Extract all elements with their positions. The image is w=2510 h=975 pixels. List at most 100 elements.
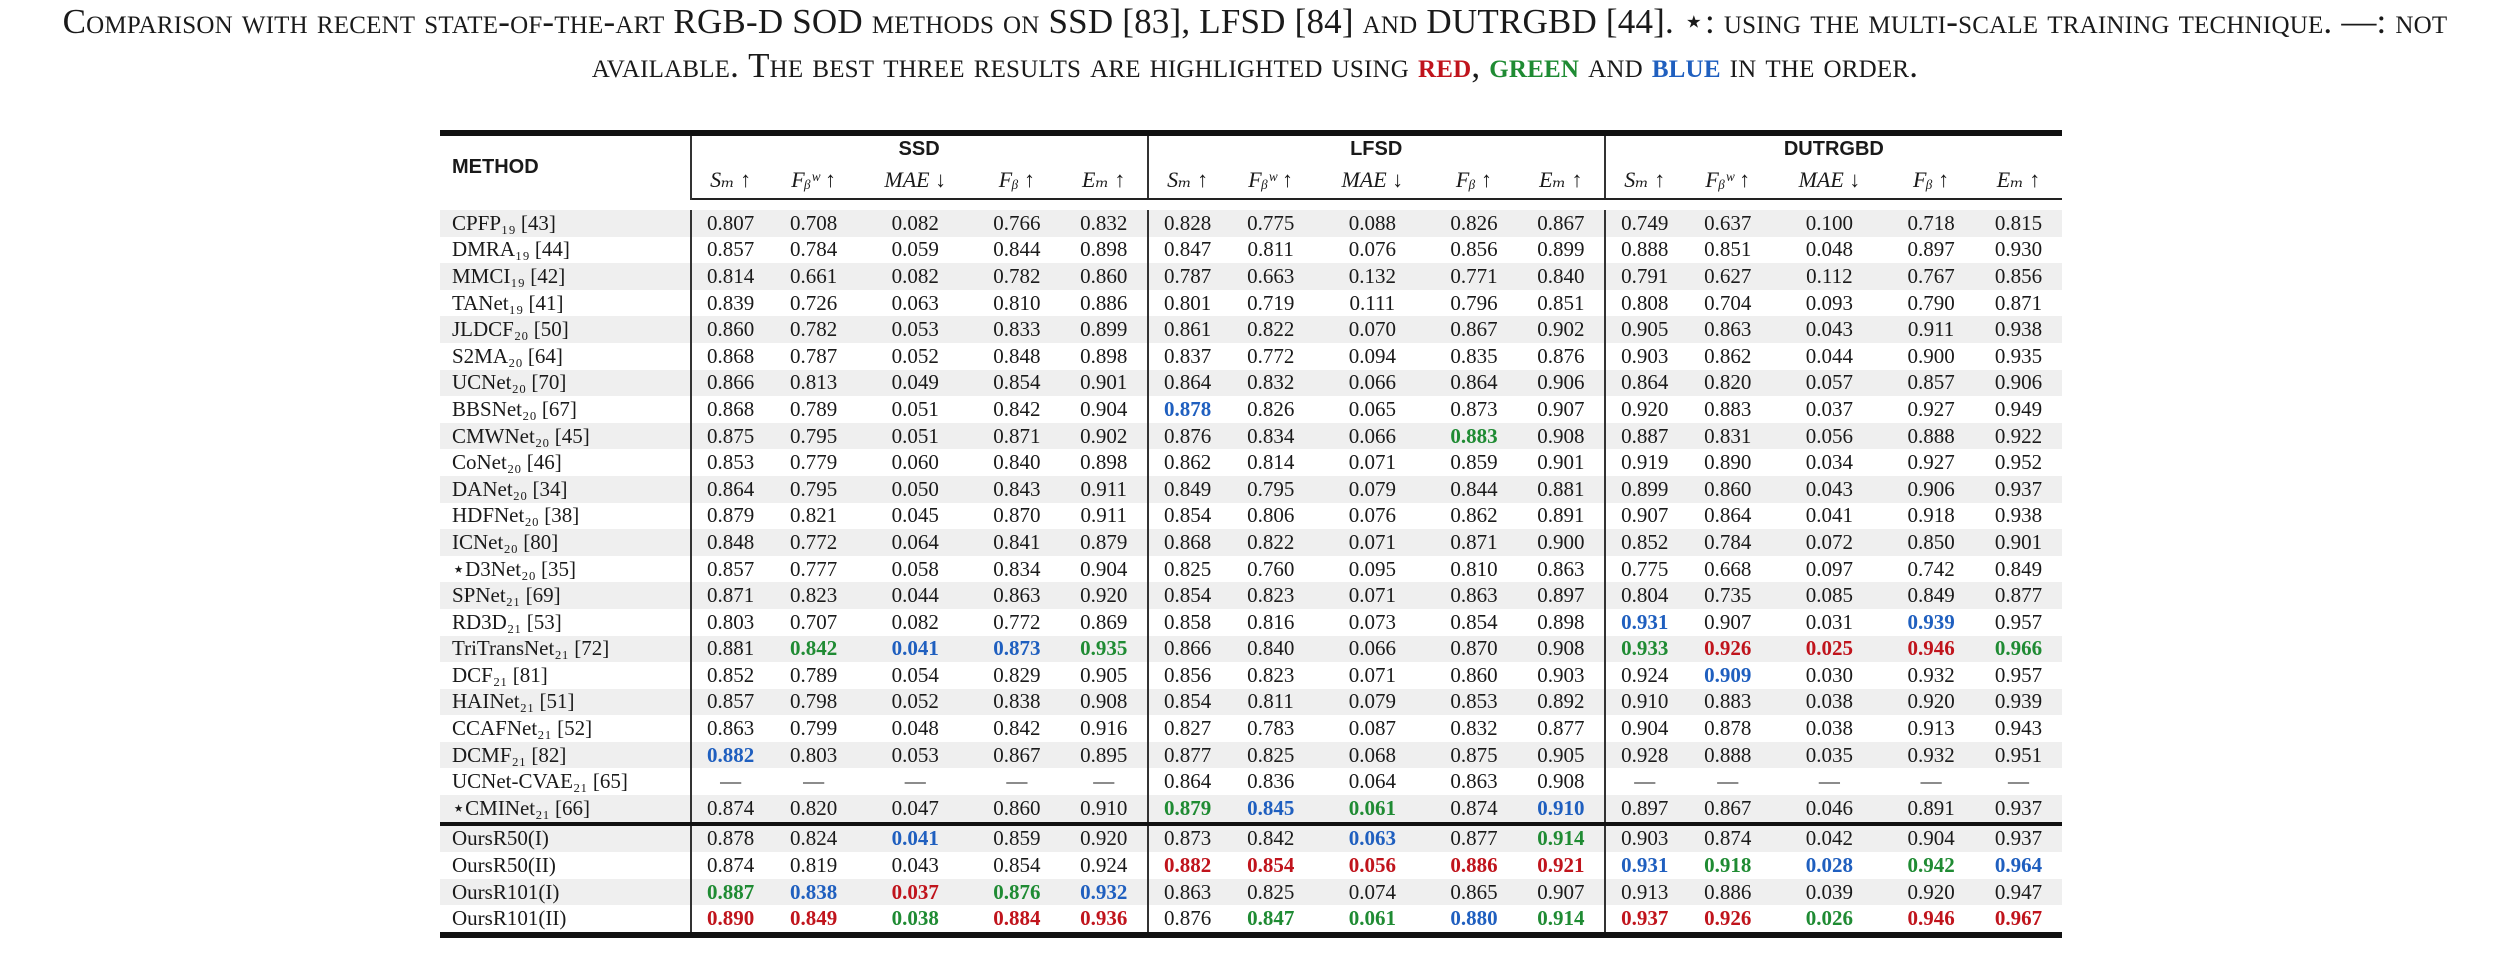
table-cell: 0.910 <box>1060 795 1149 824</box>
results-table: METHOD SSD LFSD DUTRGBD Sₘ ↑ Fᵦʷ ↑ MAE ↓ Fᵦ ↑ Eₘ… <box>440 130 2062 938</box>
table-cell: 0.852 <box>706 662 755 687</box>
table-cell: 0.937 <box>1975 821 2062 853</box>
table-cell: 0.904 <box>1060 555 1149 583</box>
table-cell: 0.061 <box>1314 905 1431 938</box>
table-cell: 0.047 <box>857 795 973 824</box>
metric-header: Eₘ ↑ <box>1060 162 1149 200</box>
table-cell: 0.072 <box>1771 529 1888 556</box>
table-cell: 0.930 <box>1994 237 2043 262</box>
table-cell: 0.849 <box>1994 556 2043 581</box>
table-cell: 0.883 <box>1704 396 1752 421</box>
table-caption: Comparison with recent state-of-the-art … <box>0 0 2510 88</box>
table-cell: 0.053 <box>857 741 973 769</box>
table-cell: 0.041 <box>857 821 973 853</box>
table-cell: 0.868 <box>1147 529 1227 556</box>
table-cell: 0.890 <box>690 905 770 938</box>
table-cell: 0.851 <box>1517 289 1606 317</box>
table-cell: 0.882 <box>690 741 770 769</box>
table-cell: 0.875 <box>690 422 770 450</box>
table-cell: 0.864 <box>1147 369 1227 397</box>
table-cell: 0.931 <box>1621 853 1669 878</box>
table-cell: 0.906 <box>1517 369 1606 397</box>
caption-text: RGB-D SOD <box>673 2 863 41</box>
table-row: CMWNet₂₀ [45] 0.875 0.795 0.051 0.871 0.902 0.… <box>440 422 2062 450</box>
table-row: DCF₂₁ [81] 0.852 0.789 0.054 0.829 0.905 0.856… <box>440 662 2062 689</box>
table-cell: 0.661 <box>769 263 858 290</box>
method-name: TANet₁₉ [41] <box>440 289 692 317</box>
table-cell: 0.063 <box>1314 821 1431 853</box>
table-cell: 0.863 <box>972 582 1061 609</box>
table-cell: 0.904 <box>1060 396 1149 423</box>
table-cell: 0.895 <box>1060 741 1149 769</box>
table-row: UCNet-CVAE₂₁ [65] — — — — — 0.864 0.836 0.064 0.8… <box>440 768 2062 796</box>
table-cell: 0.862 <box>1450 503 1498 528</box>
table-cell: 0.859 <box>972 821 1061 853</box>
table-cell: 0.897 <box>1907 237 1955 262</box>
table-cell: 0.795 <box>1226 475 1315 503</box>
method-name: CPFP₁₉ [43] <box>440 210 692 237</box>
method-name: CMWNet₂₀ [45] <box>440 422 692 450</box>
table-cell: 0.878 <box>1164 396 1212 421</box>
method-header: METHOD <box>440 130 692 199</box>
table-cell: 0.847 <box>1164 237 1212 262</box>
table-cell: 0.834 <box>993 556 1041 581</box>
table-cell: 0.041 <box>857 635 973 663</box>
table-cell: 0.898 <box>1517 608 1606 636</box>
header-row-groups: METHOD SSD LFSD DUTRGBD <box>440 130 2062 199</box>
table-cell: 0.043 <box>1771 316 1888 343</box>
table-cell: 0.853 <box>706 450 755 475</box>
table-cell: 0.924 <box>1060 852 1149 879</box>
table-cell: 0.822 <box>1226 316 1315 343</box>
metric-header: MAE ↓ <box>857 162 973 200</box>
table-cell: 0.879 <box>1060 529 1149 556</box>
table-cell: — <box>1060 768 1149 796</box>
table-cell: 0.868 <box>706 396 755 421</box>
metric-header: Fᵦ ↑ <box>1430 162 1518 200</box>
table-cell: 0.863 <box>706 716 755 741</box>
table-cell: 0.095 <box>1348 556 1396 581</box>
group-header-lfsd: LFSD <box>1147 130 1606 162</box>
table-cell: 0.874 <box>1430 795 1518 824</box>
table-cell: 0.942 <box>1907 853 1955 878</box>
table-cell: 0.784 <box>789 237 838 262</box>
group-header-dutrgbd: DUTRGBD <box>1604 130 2062 162</box>
table-cell: 0.920 <box>1621 396 1669 421</box>
method-name: DCMF₂₁ [82] <box>440 741 692 769</box>
table-cell: 0.877 <box>1517 715 1606 742</box>
table-cell: 0.848 <box>690 529 770 556</box>
table-cell: 0.876 <box>1517 342 1606 370</box>
table-cell: 0.037 <box>857 878 973 906</box>
table-cell: 0.767 <box>1887 263 1976 290</box>
table-cell: 0.061 <box>1314 795 1431 824</box>
table-cell: 0.038 <box>1771 688 1888 716</box>
table-cell: — <box>803 769 825 794</box>
table-cell: 0.076 <box>1348 503 1396 528</box>
table-cell: 0.804 <box>1604 582 1684 609</box>
table-cell: 0.935 <box>1994 343 2043 368</box>
table-cell: 0.849 <box>1147 475 1227 503</box>
table-cell: 0.857 <box>690 688 770 716</box>
table-cell: 0.871 <box>972 422 1061 450</box>
table-cell: 0.875 <box>1430 741 1518 769</box>
table-cell: 0.025 <box>1771 635 1888 663</box>
table-cell: 0.053 <box>857 316 973 343</box>
table-cell: 0.860 <box>1450 662 1498 687</box>
table-cell: 0.860 <box>1683 475 1772 503</box>
metric-header: Fᵦʷ ↑ <box>1683 162 1772 200</box>
table-cell: 0.811 <box>1226 688 1315 716</box>
table-cell: 0.867 <box>972 741 1061 769</box>
table-cell: 0.939 <box>1975 688 2062 716</box>
table-cell: 0.898 <box>1060 236 1149 264</box>
table-cell: 0.911 <box>1060 475 1149 503</box>
table-cell: 0.832 <box>1226 369 1315 397</box>
table-cell: 0.905 <box>1604 316 1684 343</box>
table-row: OursR50(II) 0.874 0.819 0.043 0.854 0.924 0.88… <box>440 852 2062 879</box>
table-cell: 0.883 <box>1683 688 1772 716</box>
table-cell: 0.876 <box>972 878 1061 906</box>
caption-text: methods on <box>862 2 1049 41</box>
table-cell: 0.957 <box>1994 662 2043 687</box>
table-cell: 0.801 <box>1164 290 1212 315</box>
table-cell: 0.920 <box>1887 878 1976 906</box>
table-cell: 0.854 <box>1147 582 1227 609</box>
table-cell: — <box>1818 769 1840 794</box>
